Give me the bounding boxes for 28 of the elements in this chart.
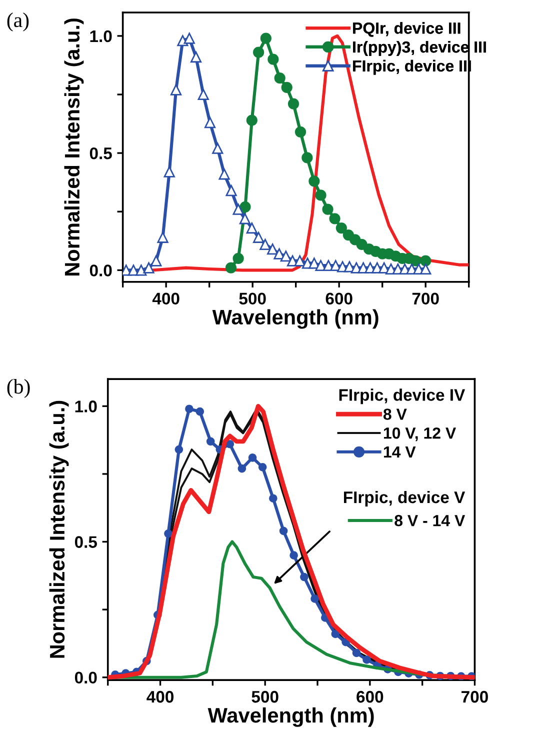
y-tick-label: 0.0 bbox=[74, 672, 97, 684]
y-axis-title: Normalized Intensity (a.u.) bbox=[64, 18, 84, 276]
legend-label: Ir(ppy)3, device III bbox=[353, 40, 486, 56]
x-tick-label: 500 bbox=[239, 292, 266, 305]
x-tick-label: 400 bbox=[146, 690, 174, 703]
legend-label: 8 V - 14 V bbox=[394, 514, 466, 526]
y-tick-label: 0.5 bbox=[90, 147, 112, 160]
y-tick-label: 1.0 bbox=[75, 400, 97, 412]
x-axis-title: Wavelength (nm) bbox=[212, 309, 378, 329]
chart-title: (b) bbox=[7, 379, 30, 398]
y-tick-label: 0.0 bbox=[90, 264, 112, 276]
legend-label: 10 V, 12 V bbox=[384, 427, 456, 442]
legend-label: PQIr, device III bbox=[353, 22, 460, 37]
x-tick-label: 500 bbox=[252, 690, 278, 703]
x-tick-label: 600 bbox=[326, 292, 352, 305]
y-axis-title: Normalized Intensity (a.u.) bbox=[49, 400, 69, 658]
x-tick-label: 700 bbox=[462, 690, 488, 703]
legend-title: FIrpic, device IV bbox=[339, 388, 466, 404]
legend-label: 14 V bbox=[384, 446, 416, 458]
annotation: FIrpic, device V bbox=[344, 490, 466, 507]
chart-title: (a) bbox=[7, 12, 29, 32]
y-tick-label: 0.5 bbox=[74, 536, 97, 548]
x-tick-label: 600 bbox=[356, 690, 384, 703]
legend-label: 8 V bbox=[383, 408, 407, 420]
x-axis-title: Wavelength (nm) bbox=[208, 707, 374, 727]
x-tick-label: 700 bbox=[412, 292, 439, 305]
x-tick-label: 400 bbox=[152, 292, 180, 305]
y-tick-label: 1.0 bbox=[90, 30, 112, 42]
